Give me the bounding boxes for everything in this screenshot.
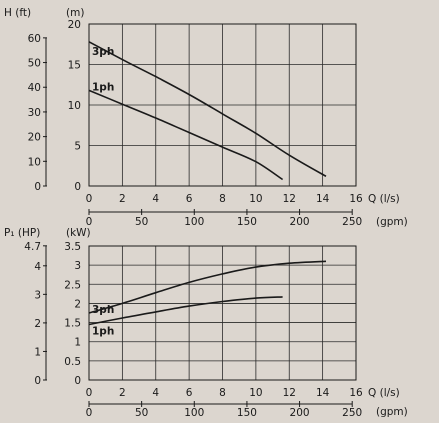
x-tick-label-gpm: 100 xyxy=(184,216,204,228)
y-tick-label-metric: 2 xyxy=(74,298,81,310)
x-tick-label-lps: 2 xyxy=(119,387,126,399)
y-tick-label-imperial: 60 xyxy=(28,33,41,45)
y-axis-title-metric: (m) xyxy=(66,7,84,19)
x-tick-label-lps: 8 xyxy=(219,387,226,399)
x-tick-label-lps: 4 xyxy=(152,193,159,205)
y-tick-label-metric: 0.5 xyxy=(64,356,81,368)
y-tick-label-metric: 20 xyxy=(68,19,81,31)
y-tick-label-imperial: 0 xyxy=(34,375,41,387)
x-tick-label-lps: 12 xyxy=(283,387,296,399)
x-axis-title-lps: Q (l/s) xyxy=(368,193,400,205)
y-axis-title-imperial: H (ft) xyxy=(4,7,31,19)
x-tick-label-gpm: 50 xyxy=(135,216,148,228)
y-tick-label-metric: 2.5 xyxy=(64,279,81,291)
series-line-3ph xyxy=(88,260,327,314)
x-axis-title-lps: Q (l/s) xyxy=(368,387,400,399)
series-line-3ph xyxy=(88,41,327,177)
y-tick-label-metric: 3.5 xyxy=(64,241,81,253)
y-tick-label-metric: 10 xyxy=(68,100,81,112)
series-line-1ph xyxy=(88,89,284,181)
x-tick-label-lps: 14 xyxy=(316,193,330,205)
x-tick-label-gpm: 0 xyxy=(86,407,93,419)
x-tick-label-lps: 6 xyxy=(186,193,193,205)
x-axis-title-gpm: (gpm) xyxy=(376,216,408,228)
x-tick-label-gpm: 200 xyxy=(290,407,310,419)
y-axis-title-metric: (kW) xyxy=(66,227,91,239)
x-tick-label-gpm: 250 xyxy=(342,407,362,419)
y-tick-label-metric: 15 xyxy=(68,60,81,72)
y-axis-title-imperial: P₁ (HP) xyxy=(4,227,40,239)
x-tick-label-lps: 4 xyxy=(152,387,159,399)
x-tick-label-lps: 10 xyxy=(249,387,262,399)
x-tick-label-gpm: 250 xyxy=(342,216,362,228)
x-tick-label-lps: 0 xyxy=(86,387,93,399)
y-tick-label-metric: 1.5 xyxy=(64,318,81,330)
y-tick-label-imperial: 3 xyxy=(34,289,41,301)
x-tick-label-lps: 6 xyxy=(186,387,193,399)
x-tick-label-gpm: 100 xyxy=(184,407,204,419)
x-tick-label-lps: 0 xyxy=(86,193,93,205)
series-label-3ph: 3ph xyxy=(92,304,114,316)
y-tick-label-imperial: 20 xyxy=(28,132,41,144)
x-tick-label-lps: 16 xyxy=(349,193,363,205)
x-axis-title-gpm: (gpm) xyxy=(376,406,408,418)
x-tick-label-gpm: 150 xyxy=(237,407,257,419)
x-tick-label-lps: 12 xyxy=(283,193,296,205)
y-tick-label-imperial: 2 xyxy=(34,318,41,330)
x-tick-label-gpm: 0 xyxy=(86,216,93,228)
y-tick-label-imperial: 40 xyxy=(28,82,41,94)
series-label-3ph: 3ph xyxy=(92,46,114,58)
x-tick-label-lps: 8 xyxy=(219,193,226,205)
y-tick-label-imperial: 50 xyxy=(28,58,41,70)
y-tick-label-metric: 5 xyxy=(74,141,81,153)
series-label-1ph: 1ph xyxy=(92,325,114,337)
series-line-1ph xyxy=(88,296,283,326)
x-tick-label-lps: 10 xyxy=(249,193,262,205)
x-tick-label-gpm: 200 xyxy=(290,216,310,228)
y-tick-label-imperial: 4.7 xyxy=(24,241,41,253)
y-tick-label-imperial: 10 xyxy=(28,156,41,168)
x-tick-label-lps: 2 xyxy=(119,193,126,205)
y-tick-label-imperial: 0 xyxy=(34,181,41,193)
series-label-1ph: 1ph xyxy=(92,81,114,93)
x-tick-label-lps: 16 xyxy=(349,387,363,399)
y-tick-label-metric: 1 xyxy=(74,337,81,349)
y-tick-label-metric: 0 xyxy=(74,375,81,387)
y-tick-label-metric: 3 xyxy=(74,260,81,272)
y-tick-label-imperial: 1 xyxy=(34,346,41,358)
x-tick-label-gpm: 50 xyxy=(135,407,148,419)
x-tick-label-lps: 14 xyxy=(316,387,330,399)
x-tick-label-gpm: 150 xyxy=(237,216,257,228)
plot-frame xyxy=(88,23,357,187)
y-tick-label-imperial: 30 xyxy=(28,107,41,119)
y-tick-label-imperial: 4 xyxy=(34,261,41,273)
y-tick-label-metric: 0 xyxy=(74,181,81,193)
